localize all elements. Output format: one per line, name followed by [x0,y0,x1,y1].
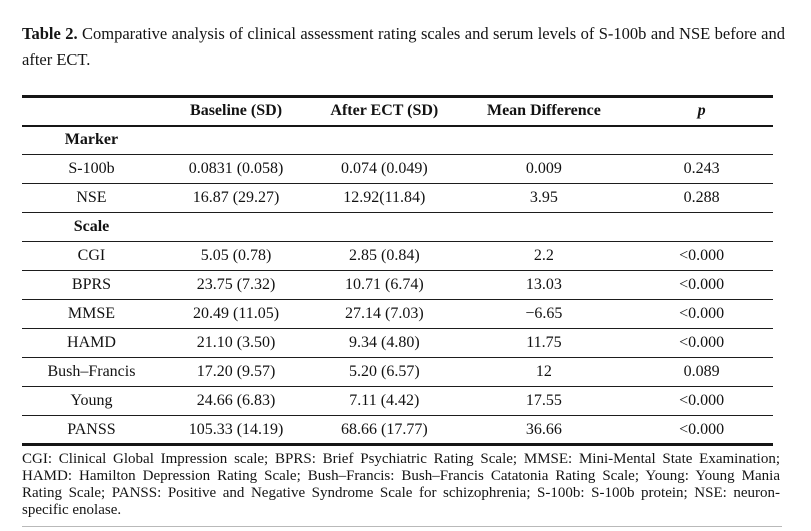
cell-baseline [161,126,311,155]
cell-mean-difference [458,213,631,242]
cell-label: Marker [64,131,119,149]
cell-baseline: 5.05 (0.78) [200,247,272,264]
cell-after-ect: 0.074 (0.049) [341,160,428,177]
cell-p: <0.000 [679,392,725,409]
table-caption-text: Comparative analysis of clinical assessm… [22,24,785,69]
cell-after-ect: 7.11 (4.42) [349,392,420,409]
table-row: Marker [22,126,773,155]
table-caption: Table 2. Comparative analysis of clinica… [22,21,785,73]
cell-p: <0.000 [679,276,725,293]
cell-p: 0.243 [683,160,720,177]
column-header-mean-difference: Mean Difference [486,102,601,120]
cell-label: Young [70,392,113,409]
cell-after-ect: 2.85 (0.84) [349,247,420,264]
column-header-p: p [697,102,706,120]
cell-label: BPRS [71,276,112,293]
column-header-after-ect: After ECT (SD) [330,102,439,120]
table-row: BPRS 23.75 (7.32) 10.71 (6.74) 13.03 <0.000 [22,271,773,300]
table-header-row: Baseline (SD) After ECT (SD) Mean Differen… [22,97,773,126]
column-header-label [22,97,161,126]
cell-p: 0.288 [683,189,720,206]
cell-after-ect: 9.34 (4.80) [349,334,420,351]
table-row: Bush–Francis 17.20 (9.57) 5.20 (6.57) 12 0.0… [22,358,773,387]
cell-after-ect: 27.14 (7.03) [345,305,424,322]
table-row: Young 24.66 (6.83) 7.11 (4.42) 17.55 <0.000 [22,387,773,416]
cell-baseline: 17.20 (9.57) [196,363,276,380]
cell-label: HAMD [67,334,116,351]
cell-baseline: 0.0831 (0.058) [188,160,284,177]
cell-label: NSE [76,189,107,206]
cell-mean-difference: 36.66 [525,420,562,438]
cell-p: <0.000 [679,305,725,322]
cell-after-ect [311,126,457,155]
cell-label: CGI [77,247,106,264]
cell-after-ect: 68.66 (17.77) [341,420,428,438]
cell-label: Scale [73,218,110,235]
page-bottom-rule [22,526,782,527]
cell-mean-difference: 2.2 [533,247,554,264]
table-footnote: CGI: Clinical Global Impression scale; B… [22,451,780,518]
cell-after-ect: 10.71 (6.74) [345,276,424,293]
table-row: S-100b 0.0831 (0.058) 0.074 (0.049) 0.009 0.… [22,155,773,184]
cell-p [630,213,773,242]
cell-mean-difference: −6.65 [525,305,563,322]
column-header-baseline: Baseline (SD) [190,102,283,120]
results-table: Baseline (SD) After ECT (SD) Mean Differen… [22,95,773,446]
table-row: HAMD 21.10 (3.50) 9.34 (4.80) 11.75 <0.000 [22,329,773,358]
cell-baseline: 20.49 (11.05) [192,305,280,322]
cell-p [630,126,773,155]
cell-mean-difference: 12 [535,363,552,380]
cell-baseline [161,213,311,242]
cell-baseline: 23.75 (7.32) [196,276,276,293]
cell-after-ect [311,213,457,242]
table-caption-number: Table 2. [22,24,78,43]
cell-p: 0.089 [683,363,720,380]
cell-label: MMSE [67,305,116,322]
cell-mean-difference [458,126,631,155]
cell-after-ect: 12.92(11.84) [343,189,426,206]
table-row: Scale [22,213,773,242]
cell-label: S-100b [68,160,115,177]
cell-mean-difference: 11.75 [526,334,562,351]
table-row: NSE 16.87 (29.27) 12.92(11.84) 3.95 0.288 [22,184,773,213]
cell-p: <0.000 [679,334,725,351]
cell-mean-difference: 17.55 [525,392,562,409]
cell-baseline: 16.87 (29.27) [192,189,280,206]
cell-after-ect: 5.20 (6.57) [349,363,420,380]
cell-baseline: 105.33 (14.19) [188,420,284,438]
table-row: PANSS 105.33 (14.19) 68.66 (17.77) 36.66 <0.… [22,416,773,445]
table-row: MMSE 20.49 (11.05) 27.14 (7.03) −6.65 <0.000 [22,300,773,329]
cell-label: PANSS [67,420,116,438]
cell-mean-difference: 13.03 [525,276,562,293]
cell-mean-difference: 3.95 [529,189,558,206]
table-row: CGI 5.05 (0.78) 2.85 (0.84) 2.2 <0.000 [22,242,773,271]
cell-mean-difference: 0.009 [525,160,562,177]
cell-p: <0.000 [679,420,725,438]
cell-p: <0.000 [679,247,725,264]
cell-label: Bush–Francis [47,363,136,380]
cell-baseline: 21.10 (3.50) [196,334,276,351]
cell-baseline: 24.66 (6.83) [196,392,276,409]
